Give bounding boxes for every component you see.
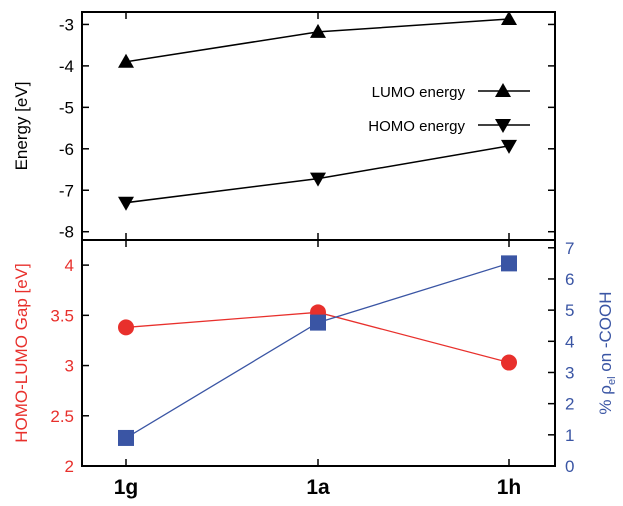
gap-point: [118, 319, 134, 336]
lumo-point: [310, 23, 326, 38]
homo-point: [118, 196, 134, 211]
top-y-tick-label: -3: [59, 15, 74, 34]
y2-title-suffix: on -COOH: [596, 291, 615, 376]
top-plot-frame: [81, 11, 556, 241]
bottom-right-y-tick-label: 0: [565, 457, 574, 476]
homo-point: [310, 172, 326, 187]
bottom-left-y-tick-label: 2: [65, 457, 74, 476]
bottom-right-y-tick-label: 2: [565, 395, 574, 414]
bottom-left-y-tick-label: 2.5: [50, 407, 74, 426]
lumo-point: [501, 11, 517, 26]
homo-point: [501, 139, 517, 154]
x-category-label: 1g: [114, 476, 139, 499]
bottom-right-y-tick-label: 4: [565, 332, 574, 351]
bottom-right-y-axis-title: % ρel on -COOH: [596, 291, 618, 414]
bottom-plot-frame: [81, 239, 556, 467]
legend-marker-lumo: [495, 83, 511, 97]
top-y-tick-label: -7: [59, 181, 74, 200]
y2-title-subscript: el: [606, 376, 618, 385]
legend-label-lumo: LUMO energy: [372, 84, 466, 101]
bottom-left-y-axis-title: HOMO-LUMO Gap [eV]: [12, 263, 31, 442]
bottom-left-y-tick-label: 3: [65, 357, 74, 376]
bottom-left-y-tick-label: 4: [65, 256, 74, 275]
bottom-right-y-tick-label: 7: [565, 239, 574, 258]
legend-marker-homo: [495, 119, 511, 133]
rho-point: [501, 255, 517, 272]
top-y-axis-title: Energy [eV]: [12, 82, 31, 171]
x-category-label: 1h: [497, 476, 522, 499]
top-y-tick-label: -8: [59, 223, 74, 242]
bottom-right-y-tick-label: 6: [565, 270, 574, 289]
bottom-right-y-tick-label: 1: [565, 426, 574, 445]
x-category-label: 1a: [306, 476, 330, 499]
top-y-tick-label: -6: [59, 140, 74, 159]
rho-point: [310, 314, 326, 331]
y2-title-prefix: % ρ: [596, 385, 615, 415]
top-y-tick-label: -4: [59, 57, 74, 76]
bottom-left-y-tick-label: 3.5: [50, 306, 74, 325]
bottom-right-y-tick-label: 5: [565, 301, 574, 320]
top-y-tick-label: -5: [59, 98, 74, 117]
bottom-right-y-tick-label: 3: [565, 363, 574, 382]
lumo-point: [118, 53, 134, 68]
series-line-rho: [125, 262, 510, 439]
legend-label-homo: HOMO energy: [368, 118, 465, 135]
gap-point: [501, 354, 517, 371]
rho-point: [118, 429, 134, 446]
